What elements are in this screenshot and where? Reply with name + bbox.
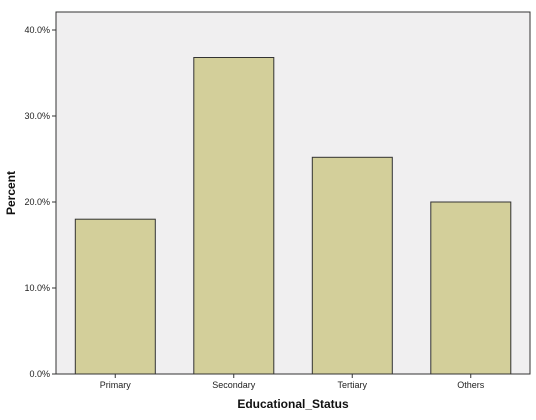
- x-tick-label: Secondary: [212, 380, 256, 390]
- bar-primary: [74, 218, 156, 375]
- y-axis-label: Percent: [4, 171, 18, 215]
- bar-secondary: [193, 57, 275, 375]
- x-tick-label: Tertiary: [337, 380, 367, 390]
- x-tick-label: Primary: [100, 380, 131, 390]
- y-tick-label: 40.0%: [24, 25, 50, 35]
- y-tick-label: 30.0%: [24, 111, 50, 121]
- y-axis: 0.0% 10.0% 20.0% 30.0% 40.0%: [24, 25, 56, 379]
- y-tick-label: 0.0%: [29, 369, 50, 379]
- bars-layer: [74, 57, 512, 375]
- x-axis: Primary Secondary Tertiary Others: [100, 374, 485, 390]
- bar-others: [430, 201, 512, 375]
- y-tick-label: 20.0%: [24, 197, 50, 207]
- x-tick-label: Others: [457, 380, 485, 390]
- y-tick-label: 10.0%: [24, 283, 50, 293]
- x-axis-label: Educational_Status: [237, 397, 349, 411]
- bar-tertiary: [311, 156, 393, 375]
